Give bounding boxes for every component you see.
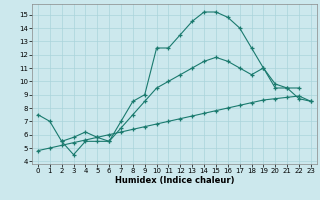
- X-axis label: Humidex (Indice chaleur): Humidex (Indice chaleur): [115, 176, 234, 185]
